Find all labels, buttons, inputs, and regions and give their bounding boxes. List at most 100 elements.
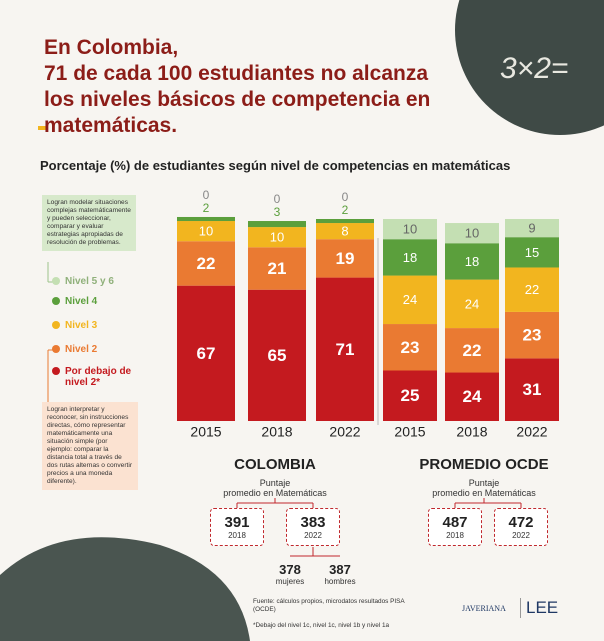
bar-segment xyxy=(445,279,499,329)
bar-segment xyxy=(248,289,306,421)
score-box: 383 2022 xyxy=(286,508,340,546)
value-label: 2 xyxy=(342,203,349,217)
legend-item: Nivel 2 xyxy=(52,344,132,355)
x-tick-label: 2022 xyxy=(329,424,360,440)
score-box: 472 2022 xyxy=(494,508,548,546)
x-tick-label: 2015 xyxy=(190,424,221,440)
chalkboard xyxy=(0,537,250,641)
source: Fuente: cálculos propios, microdatos res… xyxy=(253,598,405,613)
value-label: 22 xyxy=(525,282,539,297)
bar-segment xyxy=(316,239,374,278)
score-box: 487 2018 xyxy=(428,508,482,546)
value-label: 18 xyxy=(465,254,479,269)
value-label: 2 xyxy=(203,201,210,215)
value-label: 0 xyxy=(274,192,281,206)
x-tick-label: 2022 xyxy=(516,424,547,440)
bar-segment xyxy=(505,219,559,238)
bar-segment xyxy=(177,285,235,421)
value-label: 24 xyxy=(403,292,417,307)
score-subtitle: promedio en Matemáticas xyxy=(223,488,327,498)
footnote: *Debajo del nivel 1c, nivel 1c, nivel 1b… xyxy=(253,622,390,629)
value-label: 0 xyxy=(203,188,210,202)
value-label: 8 xyxy=(341,224,348,239)
chart-subtitle: Porcentaje (%) de estudiantes según nive… xyxy=(40,158,511,173)
connector xyxy=(236,498,314,508)
logo: LEE xyxy=(520,598,558,618)
value-label: 71 xyxy=(336,340,355,359)
bar-segment xyxy=(177,241,235,286)
legend-label: Por debajo de nivel 2* xyxy=(65,366,132,388)
bar-segment xyxy=(177,221,235,242)
note: Logran interpretar y reconocer, sin inst… xyxy=(42,402,138,490)
bar-segment xyxy=(445,223,499,244)
bar-segment xyxy=(248,221,306,228)
score: 383 xyxy=(300,514,326,531)
score: 472 xyxy=(508,514,534,531)
x-tick-label: 2018 xyxy=(261,424,292,440)
score-box: 391 2018 xyxy=(210,508,264,546)
title: En Colombia, xyxy=(44,36,179,59)
bar-segment xyxy=(383,370,437,421)
score-subtitle: promedio en Matemáticas xyxy=(432,488,536,498)
value-label: 31 xyxy=(523,380,542,399)
bar-segment xyxy=(383,239,437,276)
value-label: 19 xyxy=(336,249,355,268)
chalkboard xyxy=(455,0,604,135)
bar-segment xyxy=(383,275,437,325)
bar-segment xyxy=(505,358,559,421)
bar-segment xyxy=(505,267,559,312)
score-year: 2022 xyxy=(304,531,322,540)
value-label: 10 xyxy=(199,224,213,239)
title: los niveles básicos de competencia en xyxy=(44,88,431,111)
bar-segment xyxy=(383,219,437,240)
x-tick-label: 2015 xyxy=(394,424,425,440)
value-label: 9 xyxy=(528,221,535,236)
legend-swatch xyxy=(52,277,60,285)
bar-segment xyxy=(505,311,559,359)
legend-label: Nivel 3 xyxy=(65,320,98,331)
legend-swatch xyxy=(52,297,60,305)
note: Logran modelar situaciones complejas mat… xyxy=(42,195,136,251)
score-title: COLOMBIA xyxy=(234,456,316,473)
value-label: 21 xyxy=(268,259,287,278)
bar-segment xyxy=(316,223,374,240)
value-label: 18 xyxy=(403,250,417,265)
bar-segment xyxy=(316,277,374,421)
value-label: 23 xyxy=(523,326,542,345)
accent xyxy=(38,126,48,130)
connector xyxy=(290,547,340,557)
bar-segment xyxy=(177,216,235,222)
bar-segment xyxy=(383,324,437,371)
score-subtitle: Puntaje xyxy=(468,478,500,488)
connector xyxy=(454,498,522,508)
legend-item: Nivel 3 xyxy=(52,320,132,331)
bar-segment xyxy=(316,219,374,224)
gender-score: 378 mujeres xyxy=(265,562,315,586)
legend-item: Por debajo de nivel 2* xyxy=(52,366,132,388)
bar-segment xyxy=(445,328,499,373)
legend-swatch xyxy=(52,321,60,329)
legend-label: Nivel 4 xyxy=(65,296,98,307)
value-label: 10 xyxy=(465,226,479,241)
bar-segment xyxy=(445,372,499,421)
score-year: 2022 xyxy=(512,531,530,540)
bar-segment xyxy=(248,227,306,248)
legend-swatch xyxy=(52,367,60,375)
bar-segment xyxy=(445,243,499,280)
value-label: 25 xyxy=(401,386,420,405)
score: 391 xyxy=(224,514,250,531)
gender-label: hombres xyxy=(324,577,356,586)
logo: JAVERIANA xyxy=(462,604,506,613)
legend-item: Nivel 4 xyxy=(52,296,132,307)
value-label: 10 xyxy=(270,230,284,245)
value-label: 23 xyxy=(401,338,420,357)
score-year: 2018 xyxy=(446,531,464,540)
score-subtitle: Puntaje xyxy=(259,478,291,488)
value-label: 0 xyxy=(342,190,349,204)
title: matemáticas. xyxy=(44,114,178,137)
value-label: 67 xyxy=(197,344,216,363)
value-label: 3 xyxy=(274,205,281,219)
value-label: 22 xyxy=(463,341,482,360)
